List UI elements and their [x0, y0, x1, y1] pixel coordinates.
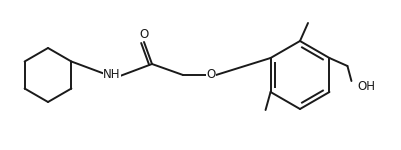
Text: O: O: [207, 69, 216, 81]
Text: OH: OH: [357, 80, 375, 93]
Text: O: O: [140, 27, 149, 40]
Text: NH: NH: [103, 69, 121, 81]
